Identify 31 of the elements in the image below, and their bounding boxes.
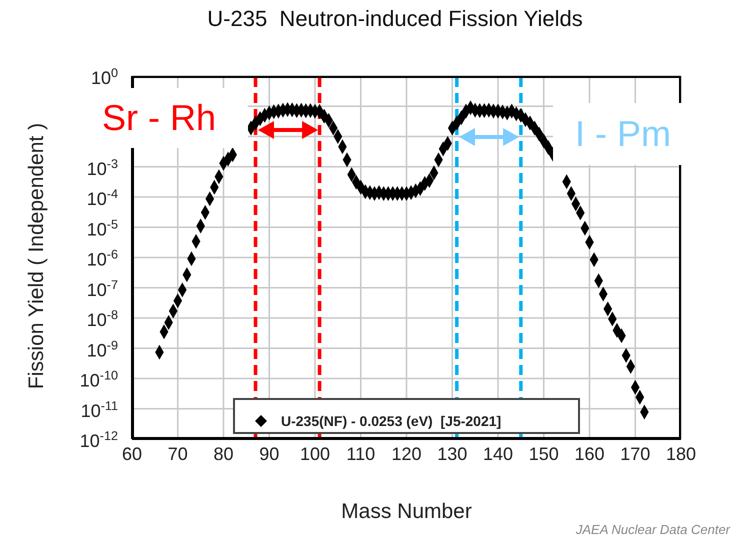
x-tick-label: 110 — [346, 444, 376, 464]
text: JAEA Nuclear Data Center — [576, 522, 730, 537]
y-axis-title: Fission Yield ( Independent ) — [25, 121, 49, 391]
annotation: I - Pm — [553, 103, 693, 165]
y-tick-label: 10$^{0}$ — [90, 66, 118, 88]
x-tick-label: 70 — [168, 444, 188, 464]
x-tick-label: 180 — [666, 444, 696, 464]
y-tick-label: 10$^{-11}$ — [80, 398, 118, 421]
y-tick-label: 10$^{-8}$ — [86, 308, 118, 330]
x-tick-label: 150 — [528, 444, 559, 464]
x-tick-label: 60 — [122, 444, 142, 464]
x-tick-label: 100 — [300, 444, 330, 464]
x-tick-label: 160 — [574, 444, 605, 464]
x-tick-label: 80 — [213, 444, 234, 464]
x-tick-label: 140 — [482, 444, 514, 464]
legend-label: U-235(NF) - 0.0253 (eV) [J5-2021] — [281, 413, 502, 429]
y-tick-label: 10$^{-3}$ — [86, 156, 118, 179]
annotation: Sr - Rh — [70, 88, 248, 148]
x-tick-label: 130 — [437, 444, 468, 464]
y-tick-label: 10$^{-10}$ — [80, 368, 118, 390]
y-tick-label: 10$^{-5}$ — [86, 217, 118, 240]
y-tick-label: 10$^{-9}$ — [86, 338, 118, 360]
y-tick-label: 10$^{-12}$ — [80, 429, 118, 451]
y-tick-label: 10$^{-6}$ — [86, 248, 118, 270]
y-tick-label: 10$^{-4}$ — [86, 187, 118, 209]
chart-title: U-235 Neutron-induced Fission Yields — [206, 6, 584, 32]
x-tick-label: 120 — [391, 444, 422, 464]
x-tick-label: 170 — [620, 444, 650, 464]
y-tick-label: 10$^{-7}$ — [86, 278, 118, 300]
x-axis-title: Mass Number — [341, 500, 472, 523]
x-tick-label: 90 — [259, 444, 280, 464]
